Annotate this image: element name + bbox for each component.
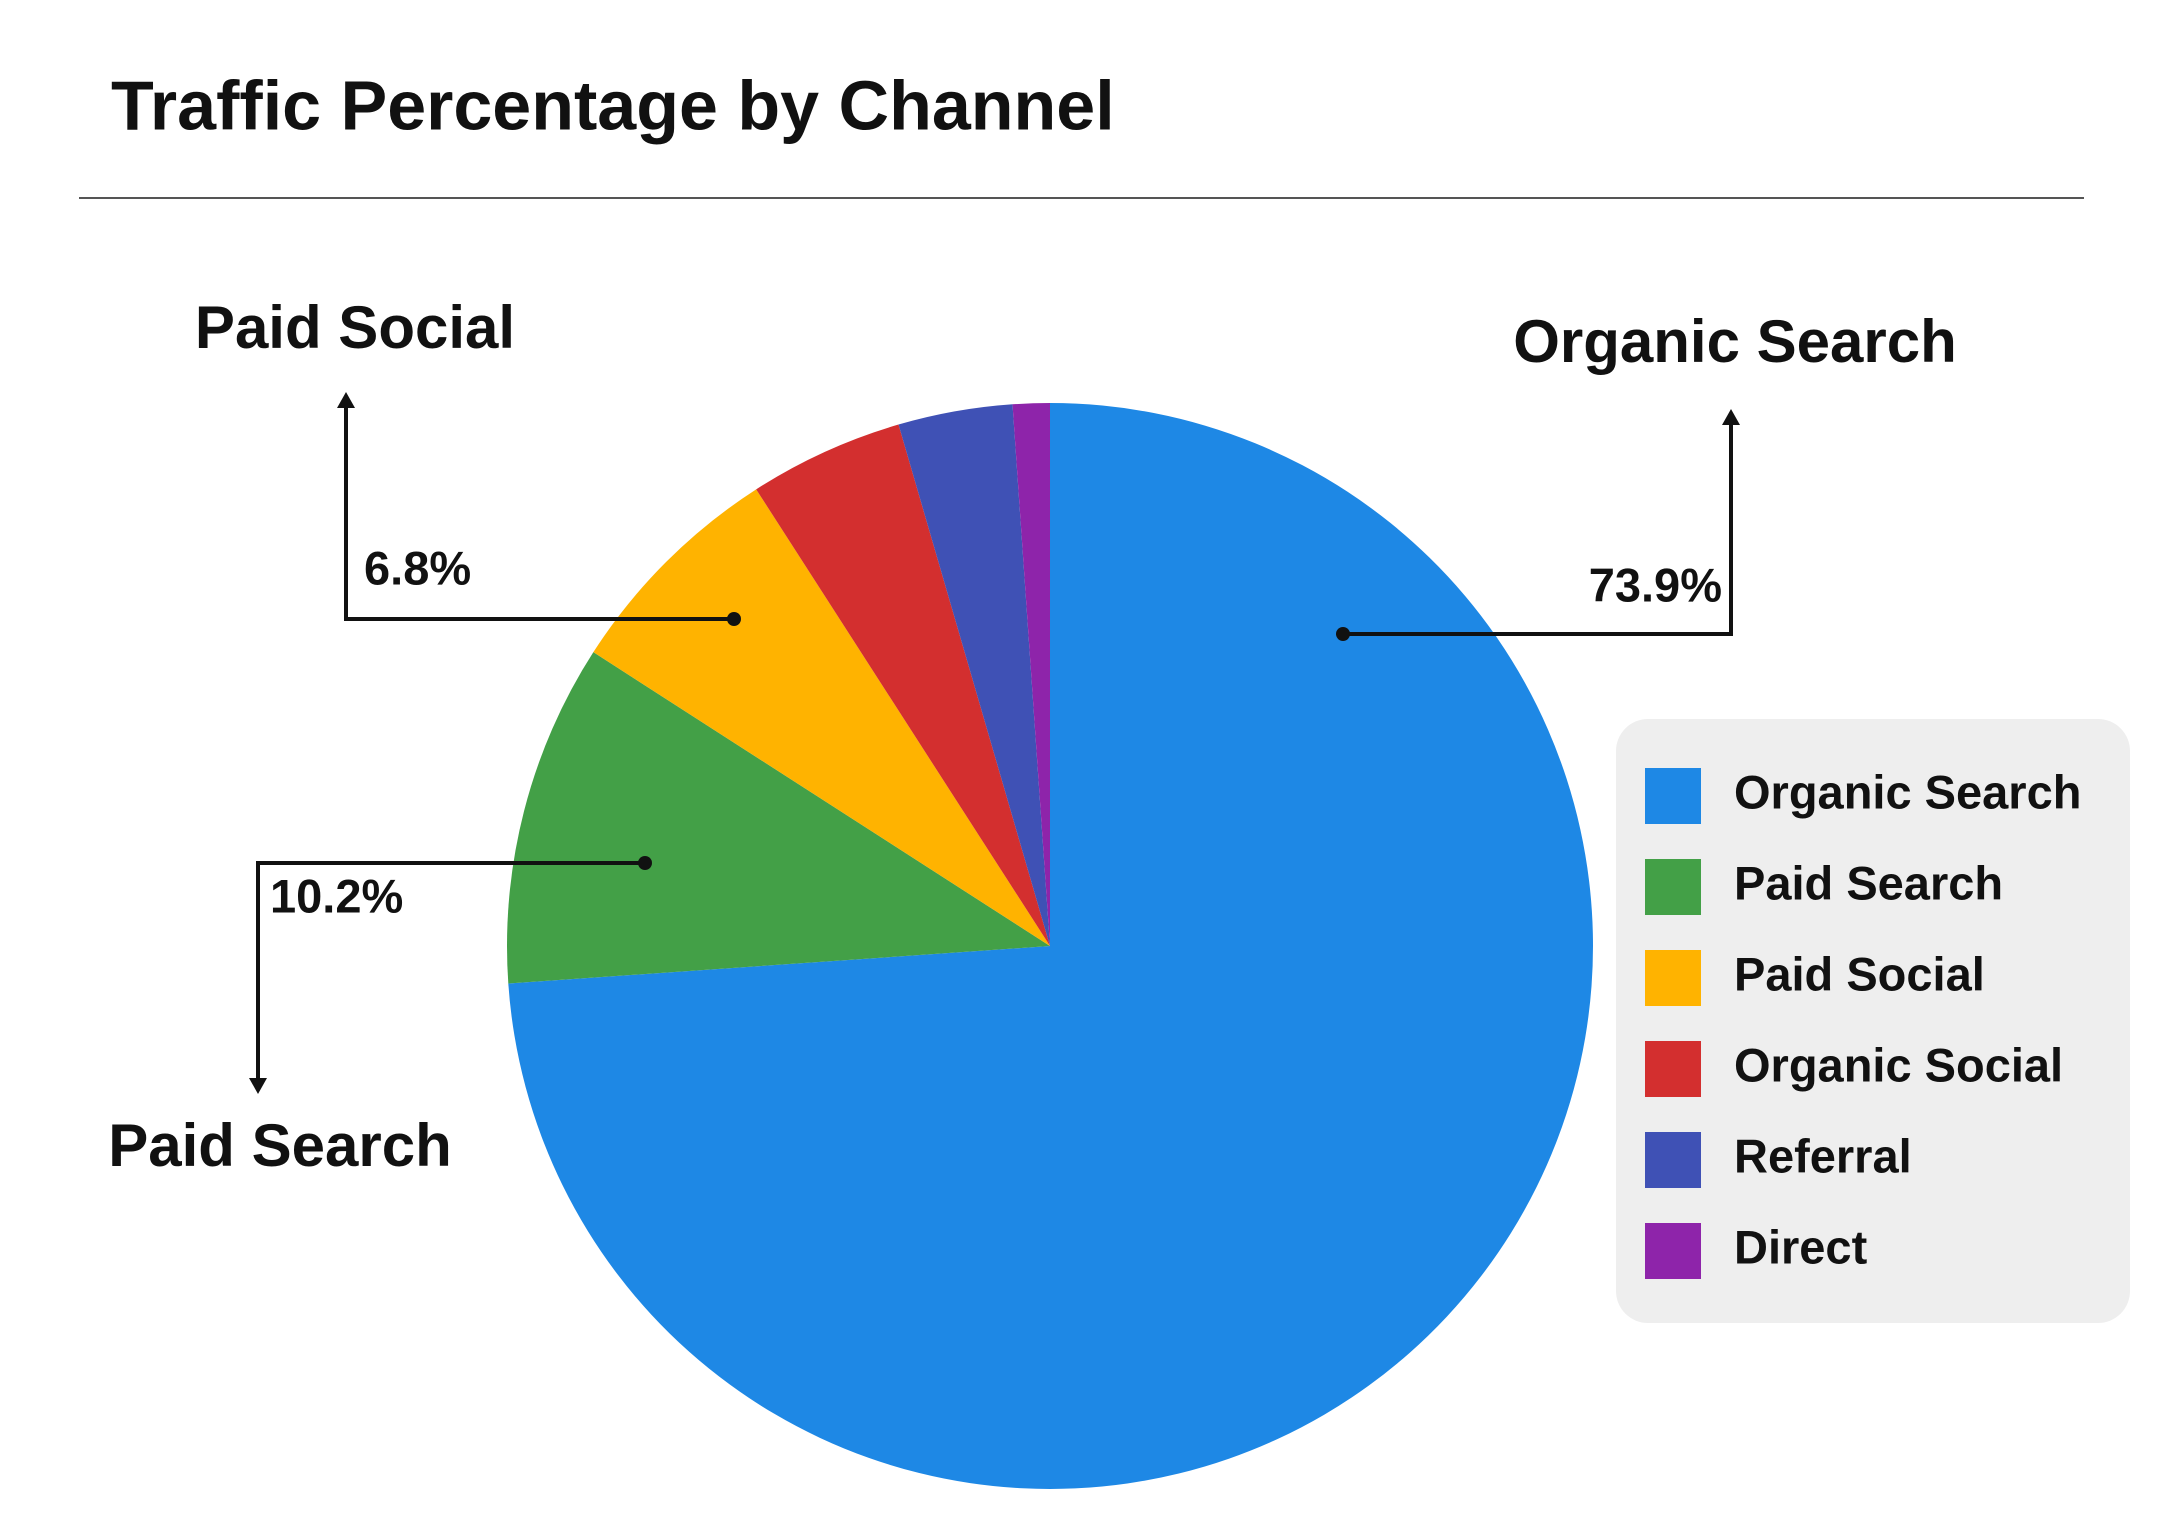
legend-swatch — [1645, 859, 1701, 915]
pie-slice — [1012, 403, 1050, 946]
legend-swatch — [1645, 950, 1701, 1006]
data-label: 10.2% — [270, 869, 403, 922]
legend-label: Paid Social — [1734, 947, 1985, 1000]
legend-swatch — [1645, 1223, 1701, 1279]
data-label: 6.8% — [364, 541, 471, 594]
pie-slice — [898, 404, 1050, 947]
legend-swatch — [1645, 1132, 1701, 1188]
legend-label: Referral — [1734, 1129, 1912, 1182]
legend-box — [1616, 719, 2130, 1323]
pie-slice — [756, 424, 1050, 946]
legend-swatch — [1645, 768, 1701, 824]
callout-category: Paid Social — [195, 294, 515, 361]
pie-slice — [507, 652, 1050, 984]
callout-line — [344, 402, 734, 621]
pie-slice — [508, 403, 1594, 1489]
legend-label: Direct — [1734, 1220, 1868, 1273]
callout-line — [256, 861, 645, 1084]
callout-arrow — [1722, 409, 1740, 425]
callout-category: Organic Search — [1513, 308, 1957, 375]
legend-swatch — [1645, 1041, 1701, 1097]
callout-arrow — [249, 1078, 267, 1094]
pie-slice — [593, 489, 1050, 946]
data-label: 73.9% — [1589, 558, 1722, 611]
legend-label: Organic Search — [1734, 765, 2081, 818]
legend-label: Paid Search — [1734, 856, 2003, 909]
callout-arrow — [337, 392, 355, 408]
legend-label: Organic Social — [1734, 1038, 2063, 1091]
chart-title: Traffic Percentage by Channel — [111, 66, 1115, 144]
callout-category: Paid Search — [108, 1112, 452, 1179]
callout-line — [1343, 419, 1733, 636]
